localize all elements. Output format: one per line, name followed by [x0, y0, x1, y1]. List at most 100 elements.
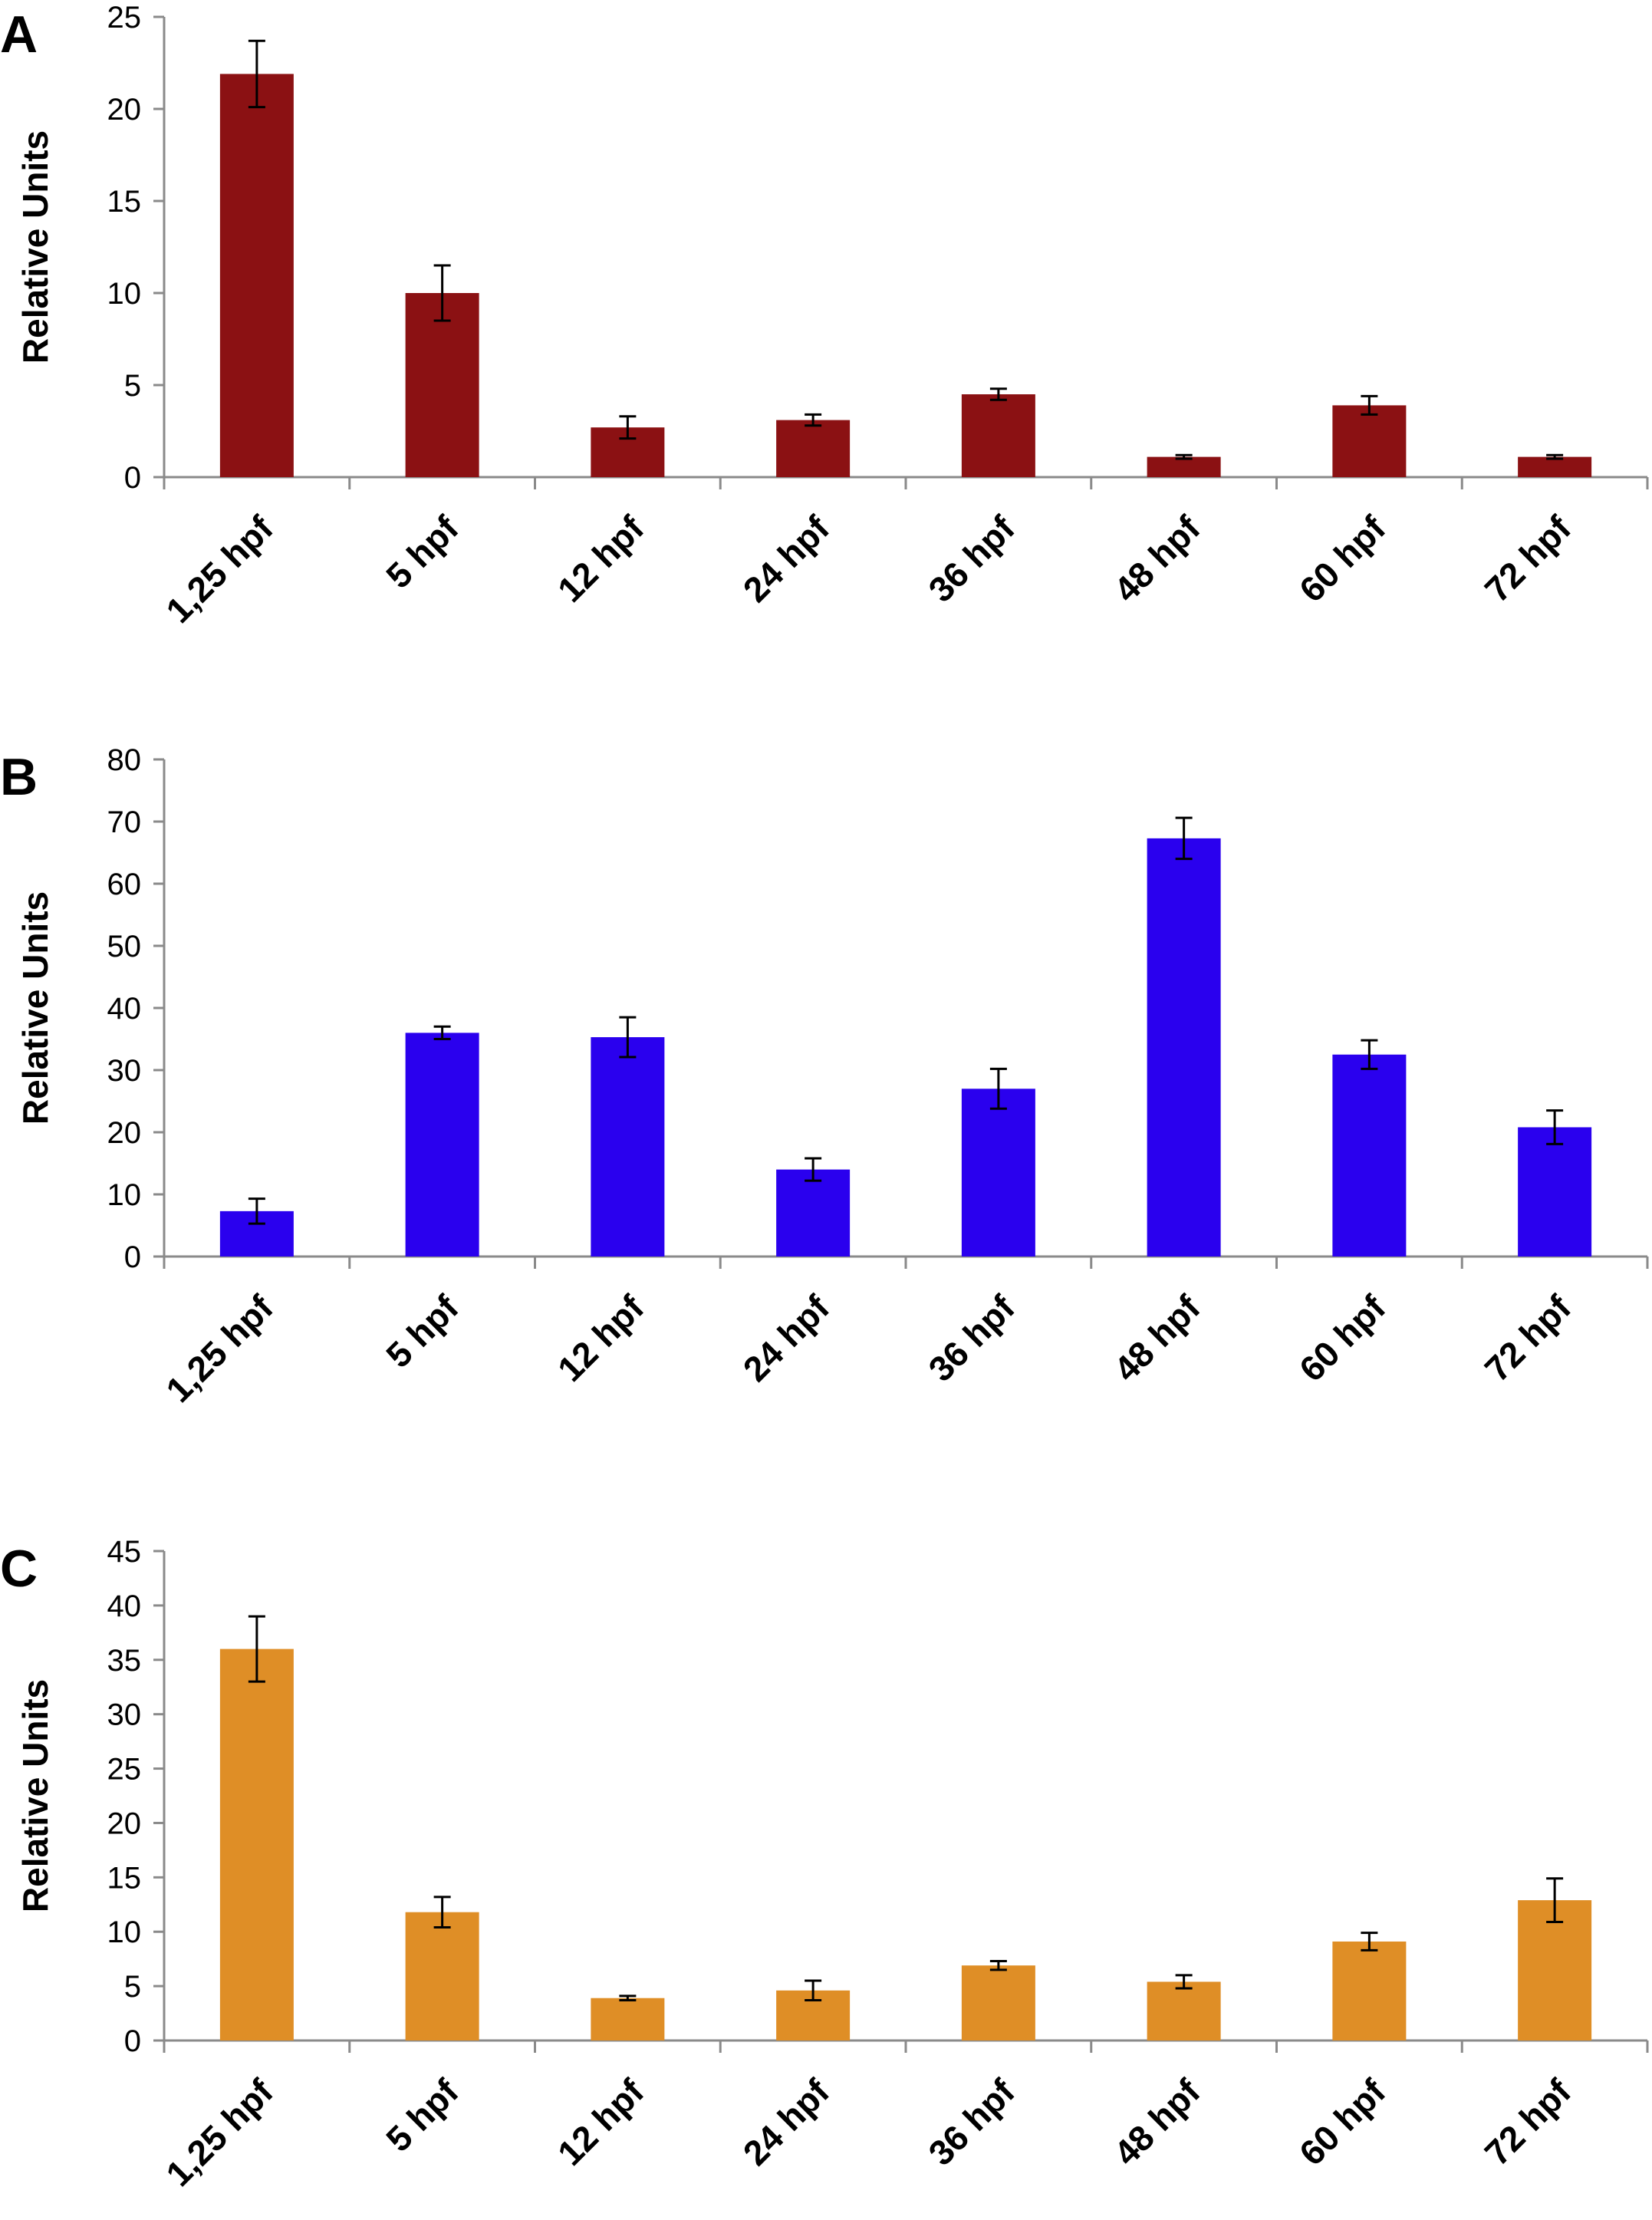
error-bar: [805, 413, 822, 427]
error-bar: [1175, 1974, 1193, 1990]
chart-panel-c: C 0 5 10 15 20 25 30 35 40 45 1,25 hpf 5 hpf 12 hpf 24…: [0, 1535, 1649, 2194]
bar-a-7: [1518, 456, 1592, 477]
y-tick-label: 20: [107, 1807, 142, 1840]
y-axis-title: Relative Units: [15, 1679, 55, 1912]
x-tick-label: 48 hpf: [1106, 1287, 1208, 1389]
y-tick-label: 0: [124, 2024, 141, 2058]
y-tick-label: 30: [107, 1054, 142, 1088]
bar-a-4: [961, 394, 1035, 477]
bar-b-4: [961, 1089, 1035, 1257]
y-tick-label: 15: [107, 1861, 142, 1895]
chart-panel-b: B 0 10 20 30 40 50 60 70 80 1,25 hpf 5 hpf 12 hpf 24 …: [0, 743, 1649, 1410]
y-tick-label: 70: [107, 805, 142, 839]
y-tick-label: 10: [107, 1178, 142, 1212]
error-bar: [248, 39, 265, 109]
error-bar: [1361, 1039, 1378, 1070]
x-tick-label: 12 hpf: [550, 2071, 652, 2173]
x-tick-label: 12 hpf: [550, 508, 652, 610]
bar-b-7: [1518, 1127, 1592, 1257]
y-tick-label: 0: [124, 1240, 141, 1274]
error-bar: [805, 1979, 822, 2002]
error-bar: [433, 1025, 451, 1040]
x-tick-label: 5 hpf: [378, 508, 466, 596]
bar-c-7: [1518, 1900, 1592, 2040]
y-tick-label: 60: [107, 868, 142, 901]
error-bar: [1175, 816, 1193, 861]
bar-b-2: [591, 1037, 665, 1257]
y-tick-label: 25: [107, 1753, 142, 1787]
y-tick-label: 40: [107, 992, 142, 1026]
y-tick-label: 10: [107, 1915, 142, 1949]
x-tick-label: 1,25 hpf: [158, 2071, 281, 2194]
error-bar: [619, 415, 637, 440]
y-tick-label: 30: [107, 1698, 142, 1732]
error-bar: [433, 1896, 451, 1929]
x-tick-label: 72 hpf: [1477, 1287, 1579, 1389]
error-bar: [989, 387, 1007, 401]
x-tick-label: 5 hpf: [378, 2071, 466, 2159]
x-tick-label: 5 hpf: [378, 1287, 466, 1375]
y-axis-title: Relative Units: [15, 891, 55, 1125]
error-bar: [1546, 453, 1564, 460]
x-tick-label: 48 hpf: [1106, 2071, 1208, 2173]
error-bar: [1361, 1932, 1378, 1952]
panel-letter-b: B: [0, 748, 38, 806]
error-bar: [619, 1994, 637, 2002]
x-tick-label: 60 hpf: [1292, 508, 1394, 610]
y-tick-label: 80: [107, 743, 142, 777]
bar-a-0: [219, 74, 294, 477]
x-tick-label: 72 hpf: [1477, 508, 1579, 610]
x-tick-label: 48 hpf: [1106, 508, 1208, 610]
bar-b-6: [1332, 1054, 1407, 1257]
bar-a-1: [405, 293, 479, 477]
bar-c-2: [591, 1998, 665, 2040]
x-tick-label: 60 hpf: [1292, 2071, 1394, 2173]
error-bar: [248, 1197, 265, 1225]
error-bar: [433, 264, 451, 322]
y-tick-label: 10: [107, 277, 142, 311]
x-tick-label: 1,25 hpf: [158, 1287, 281, 1410]
bar-c-6: [1332, 1941, 1407, 2040]
x-tick-label: 1,25 hpf: [158, 508, 281, 631]
panel-letter-a: A: [0, 5, 38, 64]
y-tick-label: 40: [107, 1589, 142, 1623]
x-tick-label: 24 hpf: [736, 2071, 838, 2173]
y-tick-label: 5: [124, 1970, 141, 2004]
x-tick-label: 36 hpf: [920, 2071, 1022, 2173]
error-bar: [989, 1960, 1007, 1971]
bar-b-1: [405, 1033, 479, 1257]
bar-a-6: [1332, 405, 1407, 477]
error-bar: [805, 1157, 822, 1182]
bar-b-5: [1147, 838, 1221, 1257]
bar-c-4: [961, 1965, 1035, 2040]
bar-a-5: [1147, 456, 1221, 477]
bar-c-0: [219, 1649, 294, 2040]
error-bar: [1175, 453, 1193, 460]
y-tick-label: 45: [107, 1535, 142, 1569]
y-tick-label: 25: [107, 1, 142, 35]
error-bar: [989, 1067, 1007, 1110]
y-tick-label: 35: [107, 1644, 142, 1678]
bar-a-3: [776, 420, 851, 477]
error-bar: [1361, 394, 1378, 416]
y-tick-label: 20: [107, 93, 142, 127]
bar-c-1: [405, 1912, 479, 2040]
x-tick-label: 36 hpf: [920, 1287, 1022, 1389]
chart-panel-a: A 0 5 10 15 20 25 1,25 hpf 5 hpf 12 hpf 24 hpf 36 h…: [0, 1, 1649, 631]
error-bar: [248, 1615, 265, 1683]
y-tick-label: 20: [107, 1116, 142, 1150]
error-bar: [619, 1016, 637, 1059]
error-bar: [1546, 1109, 1564, 1145]
x-tick-label: 12 hpf: [550, 1287, 652, 1389]
y-tick-label: 50: [107, 930, 142, 963]
y-axis-title: Relative Units: [15, 130, 55, 364]
y-tick-label: 5: [124, 369, 141, 403]
x-tick-label: 24 hpf: [736, 1287, 838, 1389]
x-tick-label: 24 hpf: [736, 508, 838, 610]
bar-b-3: [776, 1169, 851, 1257]
panel-letter-c: C: [0, 1540, 38, 1598]
y-tick-label: 15: [107, 185, 142, 219]
x-tick-label: 72 hpf: [1477, 2071, 1579, 2173]
